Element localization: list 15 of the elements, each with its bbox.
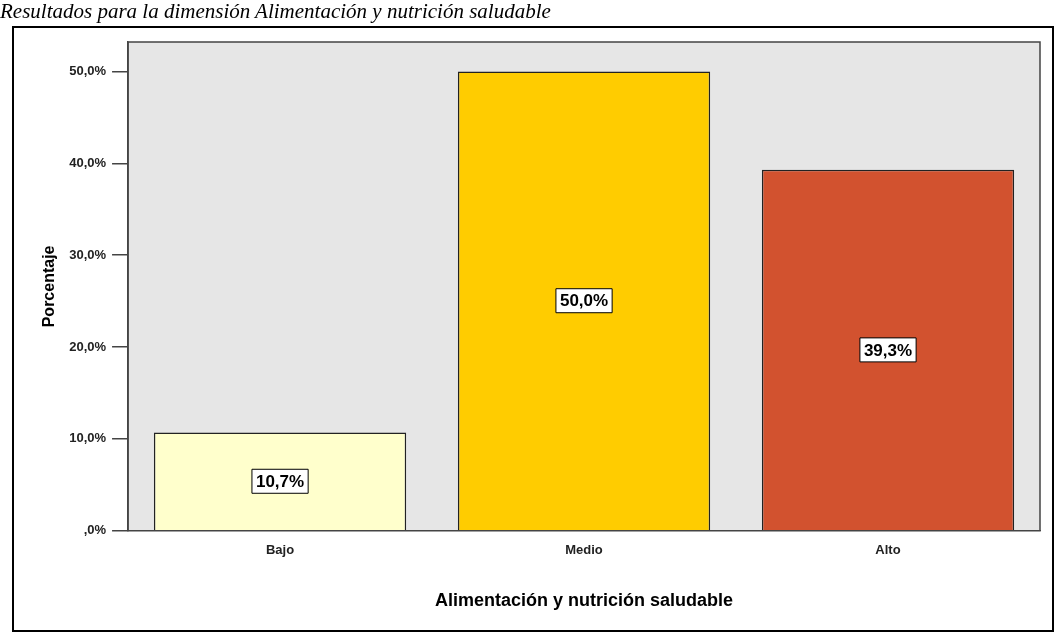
chart-title: Resultados para la dimensión Alimentación y nutrición saludable <box>0 0 551 24</box>
data-label: 39,3% <box>863 340 913 360</box>
data-label: 10,7% <box>255 471 305 491</box>
y-tick-label: 40,0% <box>69 154 107 170</box>
x-tick-label: Bajo <box>265 542 295 558</box>
y-tick-label: 30,0% <box>69 246 107 262</box>
x-tick-label: Alto <box>875 542 901 558</box>
y-tick-label: 20,0% <box>69 338 107 354</box>
y-axis-title: Porcentaje <box>40 245 58 328</box>
x-axis-title: Alimentación y nutrición saludable <box>435 590 734 611</box>
y-tick-label: 10,0% <box>69 430 107 446</box>
y-tick-label: ,0% <box>83 522 107 538</box>
x-tick-label: Medio <box>565 542 603 558</box>
data-label: 50,0% <box>559 291 609 311</box>
y-tick-label: 50,0% <box>69 62 107 78</box>
